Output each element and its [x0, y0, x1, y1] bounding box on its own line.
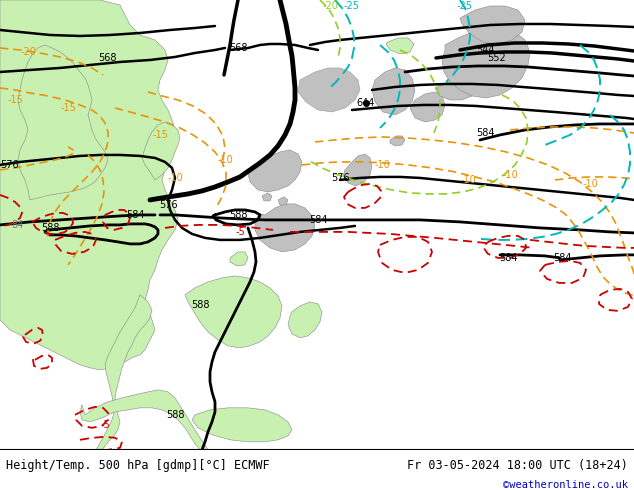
Polygon shape — [192, 408, 292, 442]
Text: -15: -15 — [152, 130, 168, 140]
Text: -10: -10 — [167, 173, 183, 183]
Text: 584: 584 — [126, 210, 145, 220]
Text: 588: 588 — [41, 223, 59, 233]
Polygon shape — [372, 68, 415, 115]
Text: 644: 644 — [357, 98, 375, 108]
Text: 588: 588 — [191, 300, 209, 310]
Text: 576: 576 — [158, 200, 178, 210]
Text: 568: 568 — [98, 53, 116, 63]
Polygon shape — [18, 45, 108, 200]
Polygon shape — [442, 28, 530, 98]
Polygon shape — [343, 154, 372, 186]
Polygon shape — [278, 197, 288, 205]
Text: 576: 576 — [0, 160, 18, 170]
Text: -15: -15 — [7, 95, 23, 105]
Text: -10: -10 — [582, 179, 598, 189]
Polygon shape — [142, 122, 180, 180]
Text: -10: -10 — [217, 155, 233, 165]
Polygon shape — [262, 193, 272, 201]
Text: -10: -10 — [460, 175, 476, 185]
Text: -10: -10 — [502, 170, 518, 180]
Text: -20: -20 — [322, 1, 338, 11]
Polygon shape — [460, 6, 525, 44]
Polygon shape — [0, 0, 178, 370]
Text: -25: -25 — [457, 1, 473, 11]
Polygon shape — [230, 252, 248, 266]
Polygon shape — [185, 276, 282, 348]
Text: -5: -5 — [235, 227, 245, 237]
Text: 584: 584 — [499, 253, 517, 263]
Polygon shape — [255, 204, 315, 252]
Text: 84: 84 — [12, 220, 24, 230]
Polygon shape — [80, 390, 208, 450]
Text: -25: -25 — [344, 1, 360, 11]
Text: -10: -10 — [374, 160, 390, 170]
Text: ©weatheronline.co.uk: ©weatheronline.co.uk — [503, 480, 628, 490]
Text: -5: -5 — [100, 420, 110, 430]
Text: 584: 584 — [309, 215, 327, 225]
Text: -20: -20 — [20, 47, 36, 57]
Text: 584: 584 — [553, 253, 571, 263]
Text: 576: 576 — [331, 173, 349, 183]
Polygon shape — [386, 38, 414, 54]
Text: 588: 588 — [229, 210, 247, 220]
Polygon shape — [390, 136, 405, 146]
Text: 544: 544 — [476, 45, 495, 55]
Text: 568: 568 — [229, 43, 247, 53]
Text: Fr 03-05-2024 18:00 UTC (18+24): Fr 03-05-2024 18:00 UTC (18+24) — [407, 459, 628, 471]
Text: 588: 588 — [165, 410, 184, 420]
Polygon shape — [248, 150, 302, 192]
Polygon shape — [288, 302, 322, 338]
Polygon shape — [298, 68, 360, 112]
Polygon shape — [435, 80, 475, 100]
Polygon shape — [96, 295, 152, 450]
Text: -15: -15 — [60, 103, 76, 113]
Text: 584: 584 — [476, 128, 495, 138]
Text: Height/Temp. 500 hPa [gdmp][°C] ECMWF: Height/Temp. 500 hPa [gdmp][°C] ECMWF — [6, 459, 270, 471]
Text: 552: 552 — [488, 53, 507, 63]
Polygon shape — [410, 92, 445, 122]
